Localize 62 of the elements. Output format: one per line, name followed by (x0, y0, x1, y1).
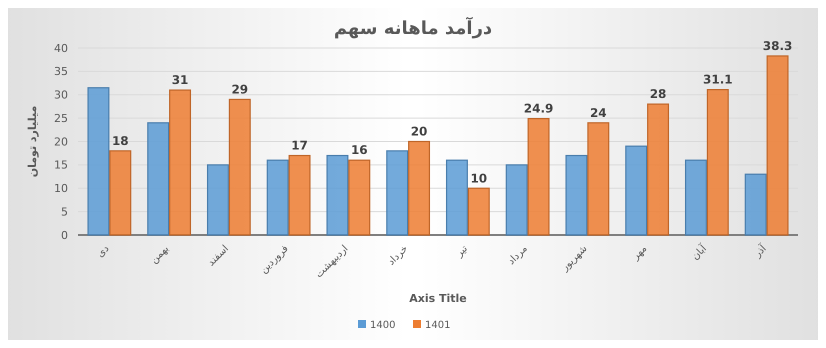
x-axis-title: Axis Title (409, 292, 467, 305)
bar (446, 160, 468, 236)
legend-label: 1401 (425, 320, 450, 331)
bar (348, 160, 370, 236)
bar (744, 174, 767, 236)
bar (228, 98, 251, 236)
bar (647, 104, 670, 236)
data-label: 38.3 (762, 38, 792, 53)
y-tick-label: 35 (54, 65, 68, 78)
bar (288, 154, 311, 236)
bar (87, 87, 110, 236)
bar (565, 154, 588, 236)
bar (266, 160, 289, 236)
bar (706, 89, 729, 236)
x-tick-label: فروردین (258, 243, 291, 276)
x-tick-label: خرداد (386, 243, 410, 268)
y-tick-label: 40 (54, 42, 68, 55)
data-label: 28 (650, 87, 666, 102)
bar (528, 118, 550, 236)
y-tick-label: 20 (54, 135, 68, 148)
data-label: 16 (350, 143, 368, 158)
data-label: 18 (112, 134, 129, 148)
data-label: 10 (470, 171, 488, 186)
x-tick-label: آبان (688, 241, 710, 262)
chart-title: درآمد ماهانه سهم (334, 16, 492, 39)
bar (386, 150, 408, 236)
data-label: 24.9 (524, 102, 554, 116)
data-label: 31 (172, 73, 188, 88)
bar (326, 154, 348, 236)
bar (506, 164, 528, 236)
x-tick-label: اردیبهشت (314, 243, 350, 280)
x-tick-label: مهر (630, 243, 650, 263)
legend-label: 1400 (370, 320, 396, 331)
y-tick-label: 0 (61, 228, 68, 242)
data-label: 24 (590, 106, 607, 120)
bar (206, 164, 229, 236)
y-tick-label: 30 (54, 88, 68, 102)
data-label: 20 (410, 124, 428, 138)
bar (684, 160, 707, 236)
bar (109, 150, 132, 236)
y-axis-title: میلیارد تومان (26, 106, 39, 178)
bar (766, 55, 789, 236)
data-label: 31.1 (703, 72, 733, 87)
x-tick-label: مرداد (506, 243, 530, 268)
x-tick-label: تیر (454, 243, 470, 260)
bar (587, 122, 610, 236)
y-tick-label: 5 (61, 205, 68, 218)
bar (408, 140, 430, 236)
data-label: 29 (231, 82, 248, 96)
data-label: 17 (291, 138, 308, 153)
bar (625, 146, 648, 236)
x-tick-label: آذر (750, 241, 770, 260)
x-tick-label: دی (95, 243, 112, 260)
x-tick-label: اسفند (206, 243, 231, 268)
y-tick-label: 25 (54, 112, 68, 125)
x-tick-label: شهریور (558, 243, 590, 274)
x-tick-label: بهمن (148, 243, 172, 266)
bar (468, 188, 490, 236)
y-tick-label: 10 (54, 182, 68, 196)
bar (147, 122, 170, 236)
bar (169, 89, 192, 236)
y-tick-label: 15 (54, 158, 68, 172)
